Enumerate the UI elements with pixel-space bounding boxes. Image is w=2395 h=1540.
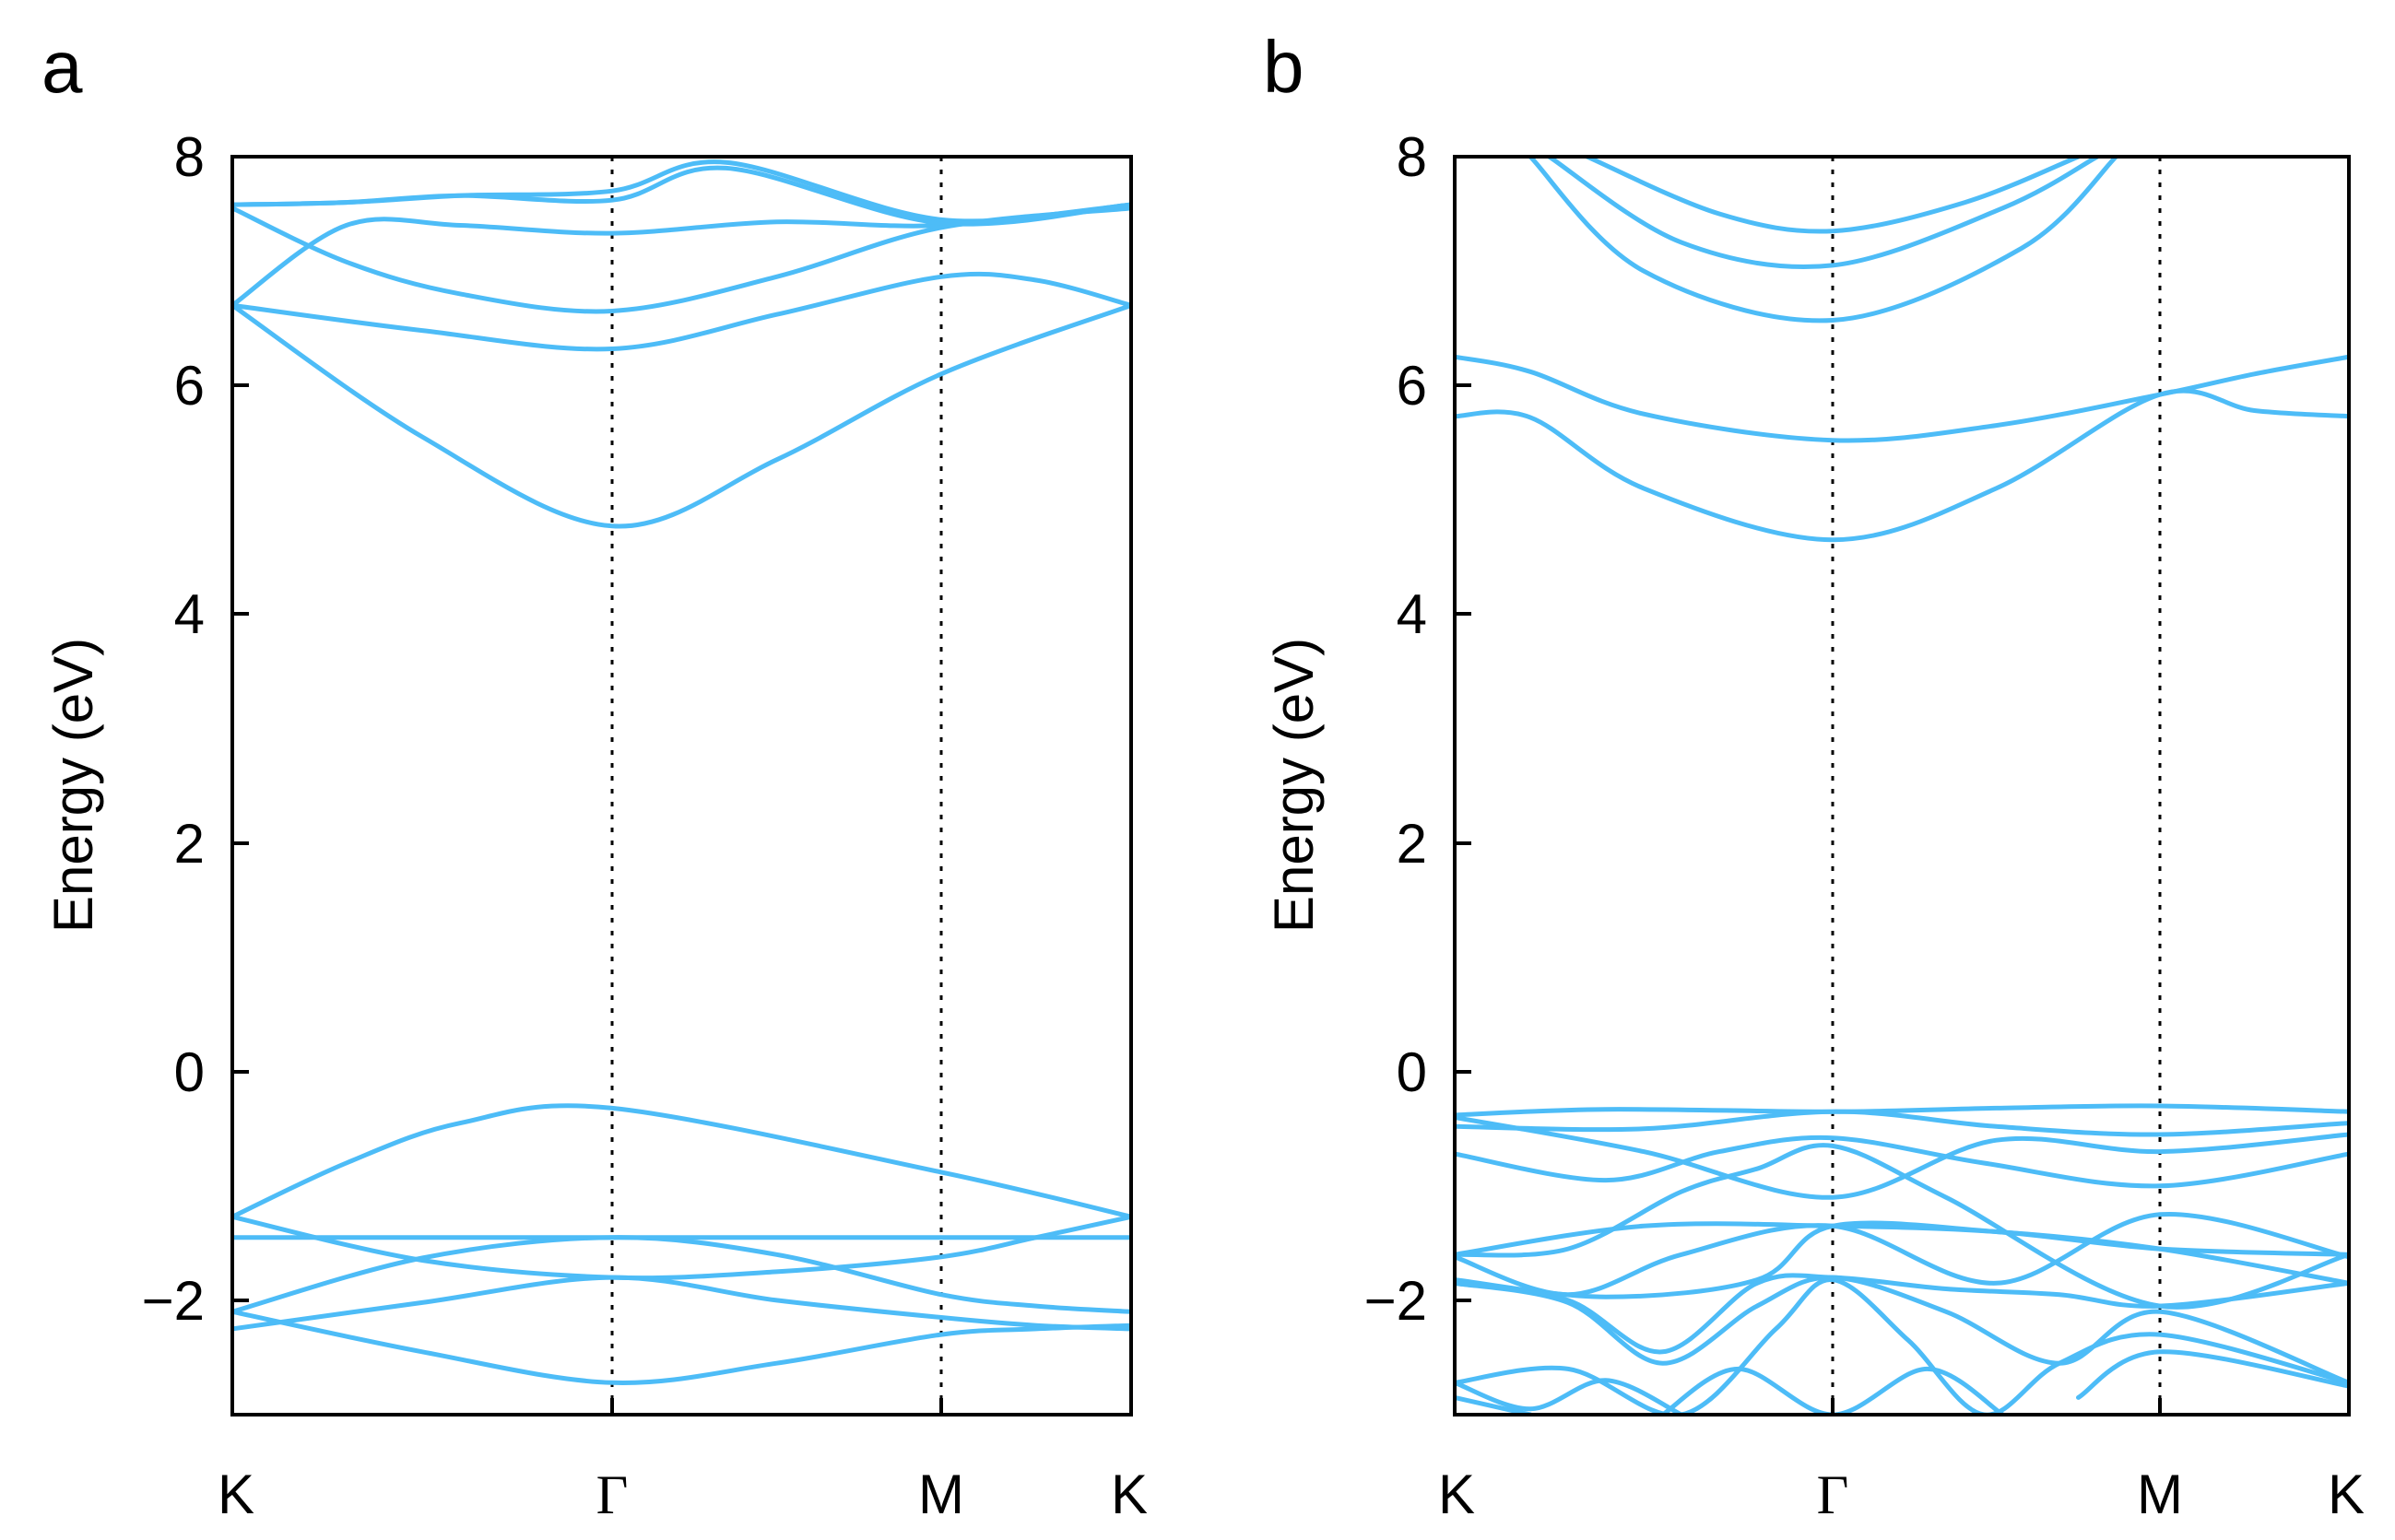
panel-a-band-1 xyxy=(232,302,1131,529)
panel-b-band-2 xyxy=(1455,354,2349,443)
panel-b-band-11 xyxy=(1455,1221,2349,1257)
panel-a-band-5 xyxy=(232,165,1131,227)
panel-b-ytick-label: 2 xyxy=(1397,813,1427,875)
panel-a-vlines xyxy=(610,157,943,1415)
panel-a-band-10 xyxy=(232,1235,1131,1314)
panel-b: b Energy (eV) −2 0 2 4 6 8 K Γ M xyxy=(1263,26,2365,1525)
panel-b-band-16 xyxy=(1455,1277,2349,1415)
panel-b-ytick-label: −2 xyxy=(1364,1270,1427,1332)
panel-a-y-axis-label: Energy (eV) xyxy=(42,638,104,933)
panel-a-band-2 xyxy=(232,271,1131,352)
panel-b-band-4 xyxy=(1547,157,2100,270)
panel-a-xtick-label-m: M xyxy=(918,1464,964,1525)
panel-a-band-7 xyxy=(232,1103,1131,1219)
panel-b-band-9 xyxy=(1455,1134,2349,1189)
panel-a-ytick-label: 4 xyxy=(174,583,205,645)
panel-b-band-6 xyxy=(1455,1103,2349,1118)
panel-a-ytick-label: 2 xyxy=(174,813,205,875)
panel-b-xtick-label-k: K xyxy=(1438,1464,1475,1525)
panel-b-y-axis-label: Energy (eV) xyxy=(1263,638,1325,933)
panel-b-label: b xyxy=(1263,26,1304,108)
panel-b-band-1 xyxy=(1455,388,2349,543)
panel-b-ytick-label: 0 xyxy=(1397,1041,1427,1103)
panel-b-band-15 xyxy=(1455,1275,2349,1385)
panel-a-xtick-label-k-end: K xyxy=(1111,1464,1148,1525)
panel-a-label: a xyxy=(41,26,83,108)
panel-a-xtick-label-k: K xyxy=(218,1464,254,1525)
panel-a-xtick-label-gamma: Γ xyxy=(596,1464,629,1525)
panel-a-band-6 xyxy=(232,159,1131,224)
panel-a-ytick-label: −2 xyxy=(142,1270,205,1332)
panel-b-band-7 xyxy=(1455,1109,2349,1137)
panel-b-band-5 xyxy=(1585,157,2081,234)
panel-b-band-3 xyxy=(1528,157,2118,323)
panel-b-xtick-label-k-end: K xyxy=(2328,1464,2365,1525)
panel-b-band-18 xyxy=(1660,1366,2005,1415)
panel-b-ytick-label: 8 xyxy=(1397,126,1427,188)
panel-b-y-ticks: −2 0 2 4 6 8 xyxy=(1364,126,1471,1332)
panel-b-x-ticks: K Γ M K xyxy=(1438,1398,2365,1525)
panel-b-frame xyxy=(1453,155,2351,1417)
panel-a-y-ticks: −2 0 2 4 6 8 xyxy=(142,126,249,1332)
panel-a-ytick-label: 6 xyxy=(174,355,205,417)
panel-a-bands xyxy=(232,159,1131,1385)
panel-a-frame xyxy=(230,155,1133,1417)
panel-a-band-12 xyxy=(232,1309,1131,1385)
panel-b-band-20 xyxy=(2076,1349,2349,1400)
panel-a-x-ticks: K Γ M K xyxy=(218,1398,1148,1525)
panel-b-band-13 xyxy=(1455,1220,2349,1299)
panel-b-band-8 xyxy=(1455,1114,2349,1200)
panel-b-xtick-label-m: M xyxy=(2137,1464,2183,1525)
panel-a-band-11 xyxy=(232,1275,1131,1332)
panel-a: a Energy (eV) −2 0 2 4 6 8 K Γ M xyxy=(41,26,1148,1525)
panel-b-ytick-label: 6 xyxy=(1397,355,1427,417)
panel-a-ytick-label: 8 xyxy=(174,126,205,188)
panel-b-bands xyxy=(1455,157,2349,1415)
panel-a-band-9 xyxy=(232,1214,1131,1281)
panel-b-xtick-label-gamma: Γ xyxy=(1817,1464,1849,1525)
panel-b-vlines xyxy=(1831,157,2162,1415)
panel-b-band-17 xyxy=(1455,1378,1684,1415)
panel-a-ytick-label: 0 xyxy=(174,1041,205,1103)
panel-b-ytick-label: 4 xyxy=(1397,583,1427,645)
